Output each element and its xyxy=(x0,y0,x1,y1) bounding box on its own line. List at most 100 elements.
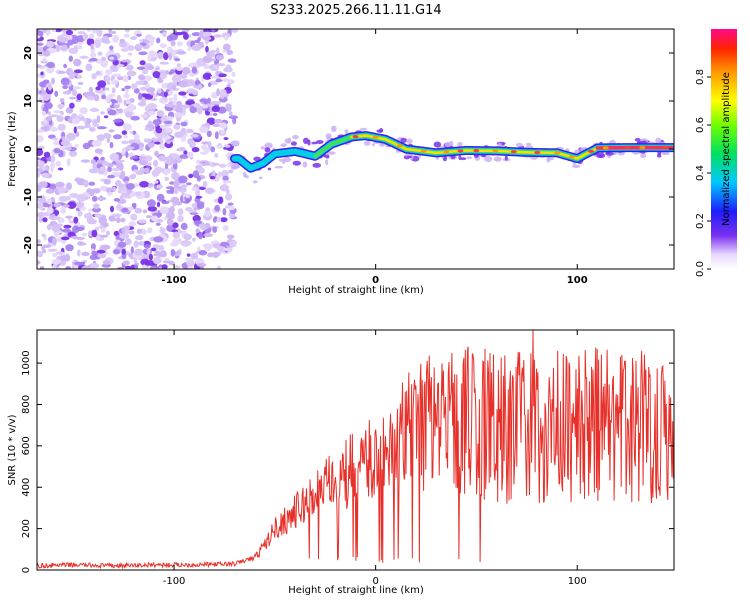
noise-speckle xyxy=(166,218,174,226)
noise-speckle xyxy=(82,33,89,41)
noise-speckle xyxy=(119,195,124,201)
noise-speckle xyxy=(175,105,185,113)
noise-speckle xyxy=(111,87,116,94)
noise-speckle xyxy=(145,215,153,219)
noise-speckle xyxy=(150,247,157,252)
noise-speckle xyxy=(72,86,81,90)
noise-speckle xyxy=(86,118,92,123)
noise-speckle xyxy=(174,187,179,195)
ridge-halo xyxy=(290,141,297,146)
noise-speckle xyxy=(168,97,174,102)
ridge-hotspot xyxy=(372,135,379,139)
noise-speckle xyxy=(214,131,219,140)
ridge-halo xyxy=(657,153,662,158)
noise-speckle xyxy=(166,35,173,42)
noise-speckle xyxy=(50,167,54,173)
ridge-halo xyxy=(307,139,311,146)
noise-speckle xyxy=(199,126,209,133)
noise-speckle xyxy=(139,181,149,188)
noise-speckle xyxy=(77,241,84,246)
noise-speckle xyxy=(118,108,124,114)
noise-speckle xyxy=(163,168,169,176)
noise-speckle xyxy=(225,193,233,201)
noise-speckle xyxy=(51,77,55,85)
x-tick-label: 0 xyxy=(372,576,378,587)
noise-speckle xyxy=(118,162,124,171)
noise-speckle xyxy=(66,201,77,209)
noise-speckle xyxy=(126,64,134,71)
noise-speckle xyxy=(68,69,74,76)
noise-speckle xyxy=(74,178,79,182)
ridge-halo xyxy=(326,136,332,140)
noise-speckle xyxy=(127,103,135,112)
noise-speckle xyxy=(223,183,227,190)
noise-speckle xyxy=(124,29,130,33)
ridge-halo xyxy=(302,161,308,168)
ridge-halo xyxy=(466,156,473,160)
noise-speckle xyxy=(130,115,140,121)
noise-speckle xyxy=(86,29,92,32)
noise-speckle xyxy=(45,188,55,194)
ridge-halo xyxy=(326,151,336,155)
noise-speckle xyxy=(154,141,161,145)
spectrogram-ridge xyxy=(228,125,674,184)
noise-speckle xyxy=(92,207,101,213)
y-tick-label: -10 xyxy=(23,188,34,206)
noise-speckle xyxy=(51,259,60,266)
noise-speckle xyxy=(195,189,201,197)
noise-speckle xyxy=(160,227,166,235)
noise-speckle xyxy=(207,97,211,104)
noise-speckle xyxy=(180,31,187,35)
ridge-halo xyxy=(231,165,240,169)
noise-speckle xyxy=(226,189,230,194)
noise-speckle xyxy=(43,79,50,84)
noise-speckle xyxy=(53,110,62,114)
noise-speckle xyxy=(58,195,68,202)
noise-speckle xyxy=(223,43,231,51)
noise-speckle xyxy=(74,144,79,148)
ridge-halo xyxy=(292,160,301,166)
noise-speckle xyxy=(212,101,222,105)
ridge-halo xyxy=(363,140,371,146)
noise-speckle xyxy=(82,142,91,150)
noise-speckle xyxy=(163,91,168,98)
noise-speckle xyxy=(41,245,45,251)
noise-speckle xyxy=(206,130,212,137)
ridge-halo xyxy=(400,137,408,143)
noise-speckle xyxy=(94,226,100,232)
noise-speckle xyxy=(71,36,79,45)
noise-speckle xyxy=(128,221,137,227)
noise-speckle xyxy=(159,250,167,258)
noise-speckle xyxy=(37,260,41,265)
noise-speckle xyxy=(78,114,83,117)
noise-speckle xyxy=(154,250,160,255)
noise-speckle xyxy=(107,166,112,172)
noise-speckle xyxy=(37,239,41,244)
noise-speckle xyxy=(203,101,208,105)
noise-speckle xyxy=(50,155,56,163)
noise-speckle xyxy=(37,211,45,218)
noise-speckle xyxy=(180,222,188,230)
noise-speckle xyxy=(159,206,169,215)
noise-speckle xyxy=(91,229,98,238)
noise-speckle xyxy=(101,94,106,100)
noise-speckle xyxy=(214,153,219,158)
noise-speckle xyxy=(181,190,185,197)
noise-speckle xyxy=(117,189,122,194)
noise-speckle xyxy=(85,63,93,72)
noise-speckle xyxy=(156,184,164,189)
noise-speckle xyxy=(198,232,203,240)
noise-speckle xyxy=(130,213,138,221)
noise-speckle xyxy=(98,234,109,238)
noise-speckle xyxy=(60,44,68,52)
noise-speckle xyxy=(119,183,124,188)
noise-speckle xyxy=(163,120,173,124)
noise-speckle xyxy=(120,48,129,52)
noise-speckle xyxy=(211,105,220,113)
snr-x-ticks: -100 0 100 xyxy=(163,330,587,587)
noise-speckle xyxy=(192,170,200,179)
noise-speckle xyxy=(121,192,130,197)
noise-speckle xyxy=(95,235,101,241)
noise-speckle xyxy=(75,131,80,137)
noise-speckle xyxy=(197,167,205,174)
